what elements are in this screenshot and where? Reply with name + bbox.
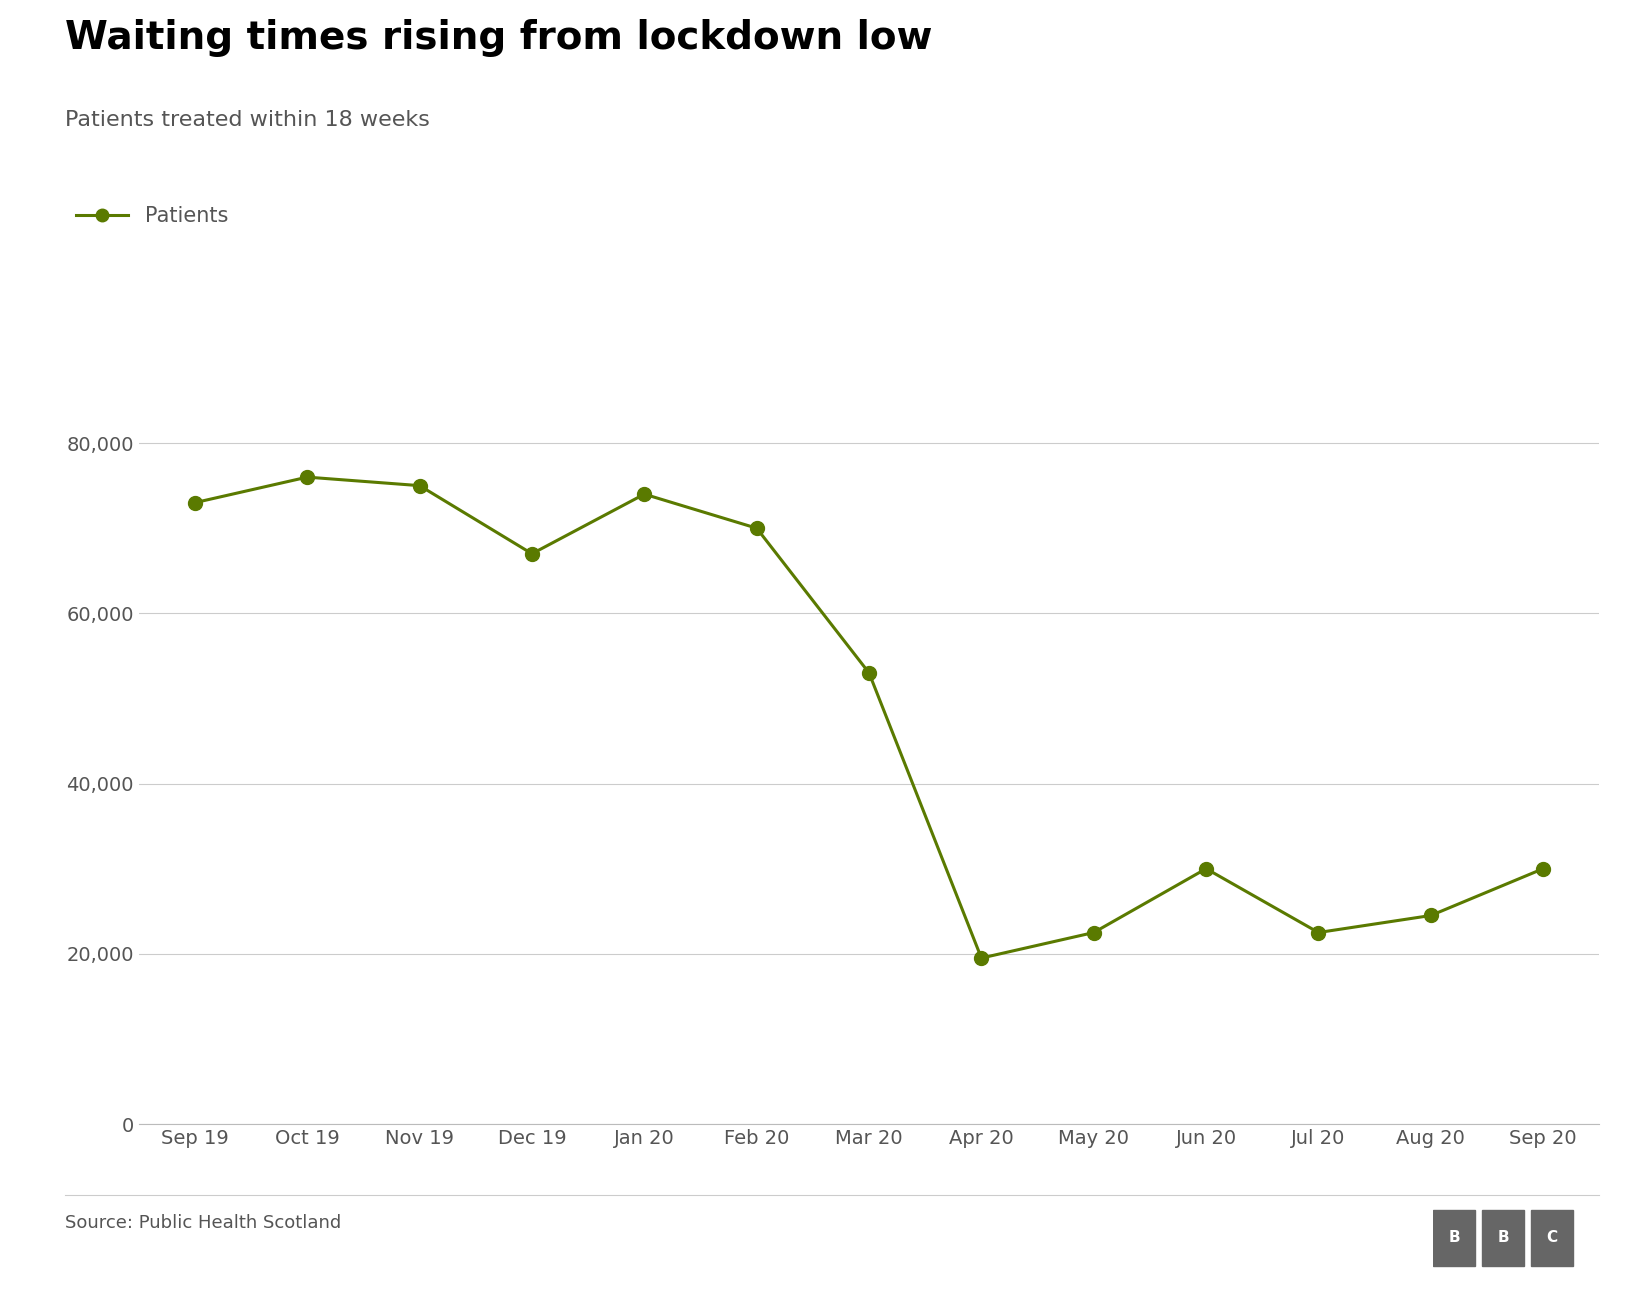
Text: B: B: [1448, 1230, 1461, 1245]
Bar: [1482, 1209, 1524, 1266]
Text: C: C: [1547, 1230, 1557, 1245]
Bar: [1531, 1209, 1573, 1266]
Text: Waiting times rising from lockdown low: Waiting times rising from lockdown low: [65, 19, 932, 57]
Legend: Patients: Patients: [67, 198, 237, 234]
Text: Source: Public Health Scotland: Source: Public Health Scotland: [65, 1214, 341, 1233]
Bar: [1433, 1209, 1475, 1266]
Text: B: B: [1497, 1230, 1510, 1245]
Text: Patients treated within 18 weeks: Patients treated within 18 weeks: [65, 110, 431, 129]
